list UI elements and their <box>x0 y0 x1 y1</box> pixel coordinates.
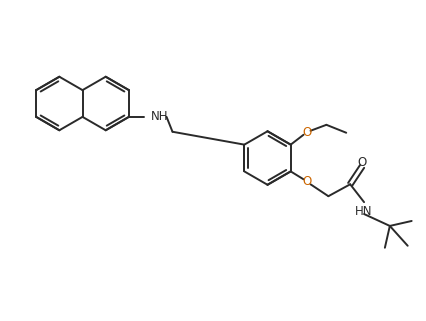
Text: O: O <box>302 175 311 188</box>
Text: O: O <box>302 126 311 139</box>
Text: NH: NH <box>151 110 168 123</box>
Text: HN: HN <box>355 205 373 218</box>
Text: O: O <box>357 156 367 169</box>
